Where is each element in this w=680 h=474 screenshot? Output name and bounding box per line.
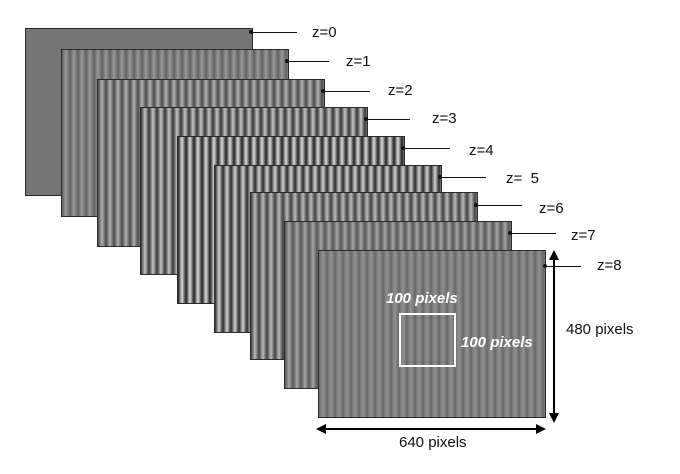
leader-dot-z6 (474, 203, 478, 207)
leader-line-z6 (476, 205, 522, 206)
width-dimension-label: 640 pixels (399, 434, 467, 451)
leader-line-z3 (366, 119, 410, 120)
leader-dot-z8 (543, 264, 547, 268)
leader-line-z8 (545, 266, 581, 267)
leader-dot-z2 (321, 89, 325, 93)
z-label-3: z=3 (432, 110, 457, 127)
leader-line-z4 (403, 148, 450, 149)
width-arrow-head-left (316, 424, 326, 434)
z-label-7: z=7 (571, 227, 596, 244)
roi-height-label: 100 pixels (461, 334, 533, 351)
width-arrow-head-right (536, 424, 546, 434)
leader-dot-z3 (364, 117, 368, 121)
leader-dot-z0 (249, 30, 253, 34)
leader-line-z2 (323, 91, 370, 92)
z-label-1: z=1 (346, 53, 371, 70)
z-label-4: z=4 (469, 142, 494, 159)
leader-line-z0 (251, 32, 297, 33)
roi-width-label: 100 pixels (386, 290, 458, 307)
leader-line-z7 (510, 233, 556, 234)
leader-dot-z7 (508, 231, 512, 235)
z-label-2: z=2 (388, 82, 413, 99)
leader-dot-z1 (285, 59, 289, 63)
z-label-0: z=0 (312, 24, 337, 41)
height-arrow-head-top (549, 250, 559, 260)
height-dimension-label: 480 pixels (566, 321, 634, 338)
frame-z8 (318, 250, 546, 418)
leader-line-z5 (440, 177, 486, 178)
roi-box (399, 313, 456, 367)
height-arrow-head-bottom (549, 413, 559, 423)
z-label-6: z=6 (539, 200, 564, 217)
z-label-8: z=8 (597, 257, 622, 274)
leader-line-z1 (287, 61, 329, 62)
leader-dot-z4 (401, 146, 405, 150)
z-label-5: z= 5 (506, 170, 539, 187)
leader-dot-z5 (438, 175, 442, 179)
